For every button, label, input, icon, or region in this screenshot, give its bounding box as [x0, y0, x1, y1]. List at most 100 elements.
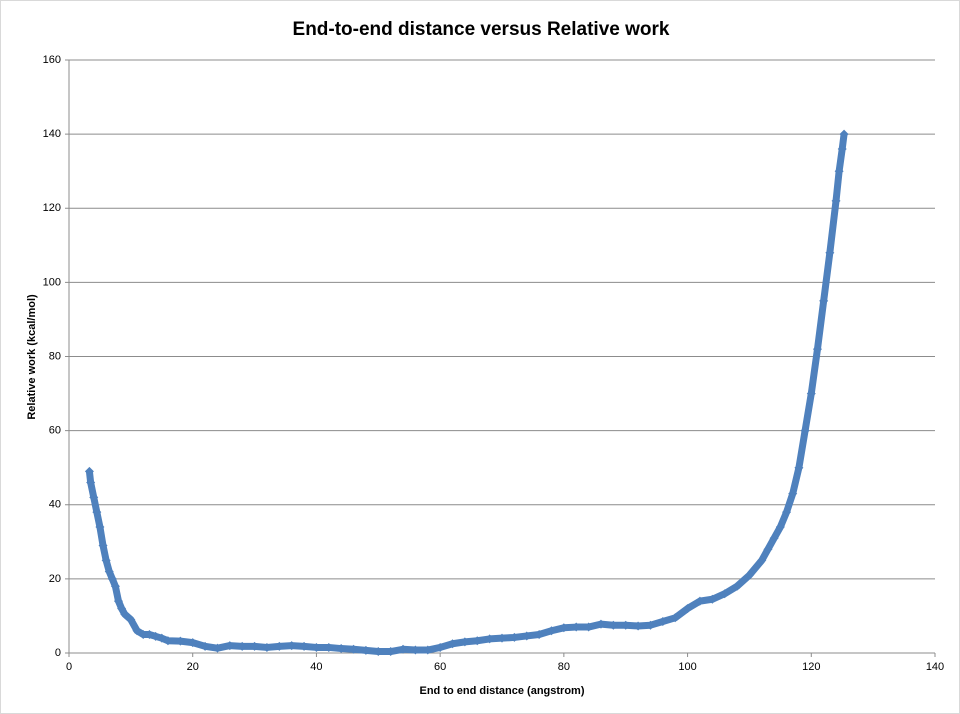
y-tick-label: 40	[49, 499, 61, 511]
point	[287, 641, 297, 651]
point	[188, 638, 198, 648]
point	[775, 522, 785, 532]
point	[769, 533, 779, 543]
point	[812, 344, 822, 354]
y-tick-label: 160	[43, 54, 61, 66]
point	[132, 626, 142, 636]
point	[819, 296, 829, 306]
point	[788, 489, 798, 499]
point	[806, 389, 816, 399]
point	[107, 574, 117, 584]
point	[658, 616, 668, 626]
x-tick-label: 60	[434, 661, 446, 673]
point	[89, 492, 99, 502]
point	[571, 622, 581, 632]
point	[349, 644, 359, 654]
point	[250, 641, 260, 651]
point	[460, 637, 470, 647]
point	[200, 641, 210, 651]
point	[435, 642, 445, 652]
point	[621, 620, 631, 630]
point	[472, 636, 482, 646]
point	[485, 634, 495, 644]
point	[707, 594, 717, 604]
point	[782, 507, 792, 517]
point	[92, 507, 102, 517]
point	[237, 641, 247, 651]
x-tick-label: 40	[310, 661, 322, 673]
point	[834, 166, 844, 176]
x-tick-label: 140	[926, 661, 944, 673]
y-tick-label: 140	[43, 128, 61, 140]
y-tick-label: 100	[43, 276, 61, 288]
point	[84, 466, 94, 476]
y-tick-label: 120	[43, 202, 61, 214]
point	[138, 629, 148, 639]
y-axis-label: Relative work (kcal/mol)	[26, 294, 38, 420]
point	[113, 596, 123, 606]
point	[559, 623, 569, 633]
point	[683, 604, 693, 614]
point	[110, 581, 120, 591]
point	[175, 636, 185, 646]
point	[831, 196, 841, 206]
x-tick-label: 0	[66, 661, 72, 673]
y-tick-label: 80	[49, 350, 61, 362]
point	[361, 645, 371, 655]
point	[212, 643, 222, 653]
point	[757, 555, 767, 565]
x-tick-label: 80	[558, 661, 570, 673]
chart-title: End-to-end distance versus Relative work	[293, 19, 670, 40]
point	[386, 647, 396, 657]
point	[633, 621, 643, 631]
point	[126, 615, 136, 625]
point	[423, 645, 433, 655]
point	[584, 622, 594, 632]
x-tick-label: 20	[187, 661, 199, 673]
point	[410, 645, 420, 655]
point	[732, 581, 742, 591]
point	[225, 641, 235, 651]
point	[95, 522, 105, 532]
point	[98, 541, 108, 551]
point	[522, 631, 532, 641]
point	[398, 644, 408, 654]
point	[324, 642, 334, 652]
point	[695, 596, 705, 606]
curve	[85, 133, 848, 656]
point	[670, 613, 680, 623]
point	[336, 644, 346, 654]
point	[299, 641, 309, 651]
x-axis-label: End to end distance (angstrom)	[419, 685, 584, 697]
y-tick-label: 60	[49, 425, 61, 437]
point	[546, 626, 556, 636]
y-tick-label: 20	[49, 573, 61, 585]
point	[274, 641, 284, 651]
point	[104, 566, 114, 576]
point	[608, 620, 618, 630]
point	[839, 129, 849, 139]
point	[596, 619, 606, 629]
point	[497, 633, 507, 643]
point	[763, 544, 773, 554]
point	[373, 647, 383, 657]
y-tick-label: 0	[55, 647, 61, 659]
x-tick-label: 120	[802, 661, 820, 673]
point	[744, 570, 754, 580]
point	[311, 642, 321, 652]
point	[448, 639, 458, 649]
point	[825, 248, 835, 258]
point	[120, 609, 130, 619]
point	[86, 478, 96, 488]
point	[794, 463, 804, 473]
point	[534, 629, 544, 639]
point	[645, 620, 655, 630]
x-tick-label: 100	[678, 661, 696, 673]
point	[101, 555, 111, 565]
point	[163, 636, 173, 646]
point	[262, 642, 272, 652]
point	[720, 589, 730, 599]
point	[800, 426, 810, 436]
point	[837, 144, 847, 154]
